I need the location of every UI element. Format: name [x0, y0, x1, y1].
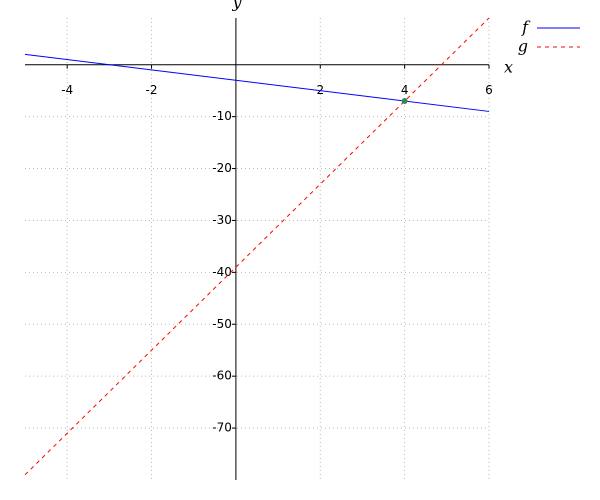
x-tick-label: 4 [401, 83, 409, 97]
y-tick-label: -60 [212, 369, 232, 383]
y-tick-label: -70 [212, 421, 232, 435]
line-f [24, 53, 490, 112]
x-axis-label: x [504, 58, 513, 77]
x-tick-label: -2 [146, 83, 158, 97]
line-g [24, 17, 490, 476]
y-axis-label: y [231, 0, 242, 12]
y-tick-label: -20 [212, 161, 232, 175]
y-tick-label: -50 [212, 317, 232, 331]
intersection-point [401, 98, 408, 105]
y-tick-label: -30 [212, 213, 232, 227]
x-tick-label: -4 [61, 83, 73, 97]
legend-label: f [521, 18, 531, 37]
x-tick-label: 6 [485, 83, 493, 97]
y-tick-label: -10 [212, 109, 232, 123]
y-tick-label: -40 [212, 265, 232, 279]
legend-label: g [518, 37, 528, 56]
